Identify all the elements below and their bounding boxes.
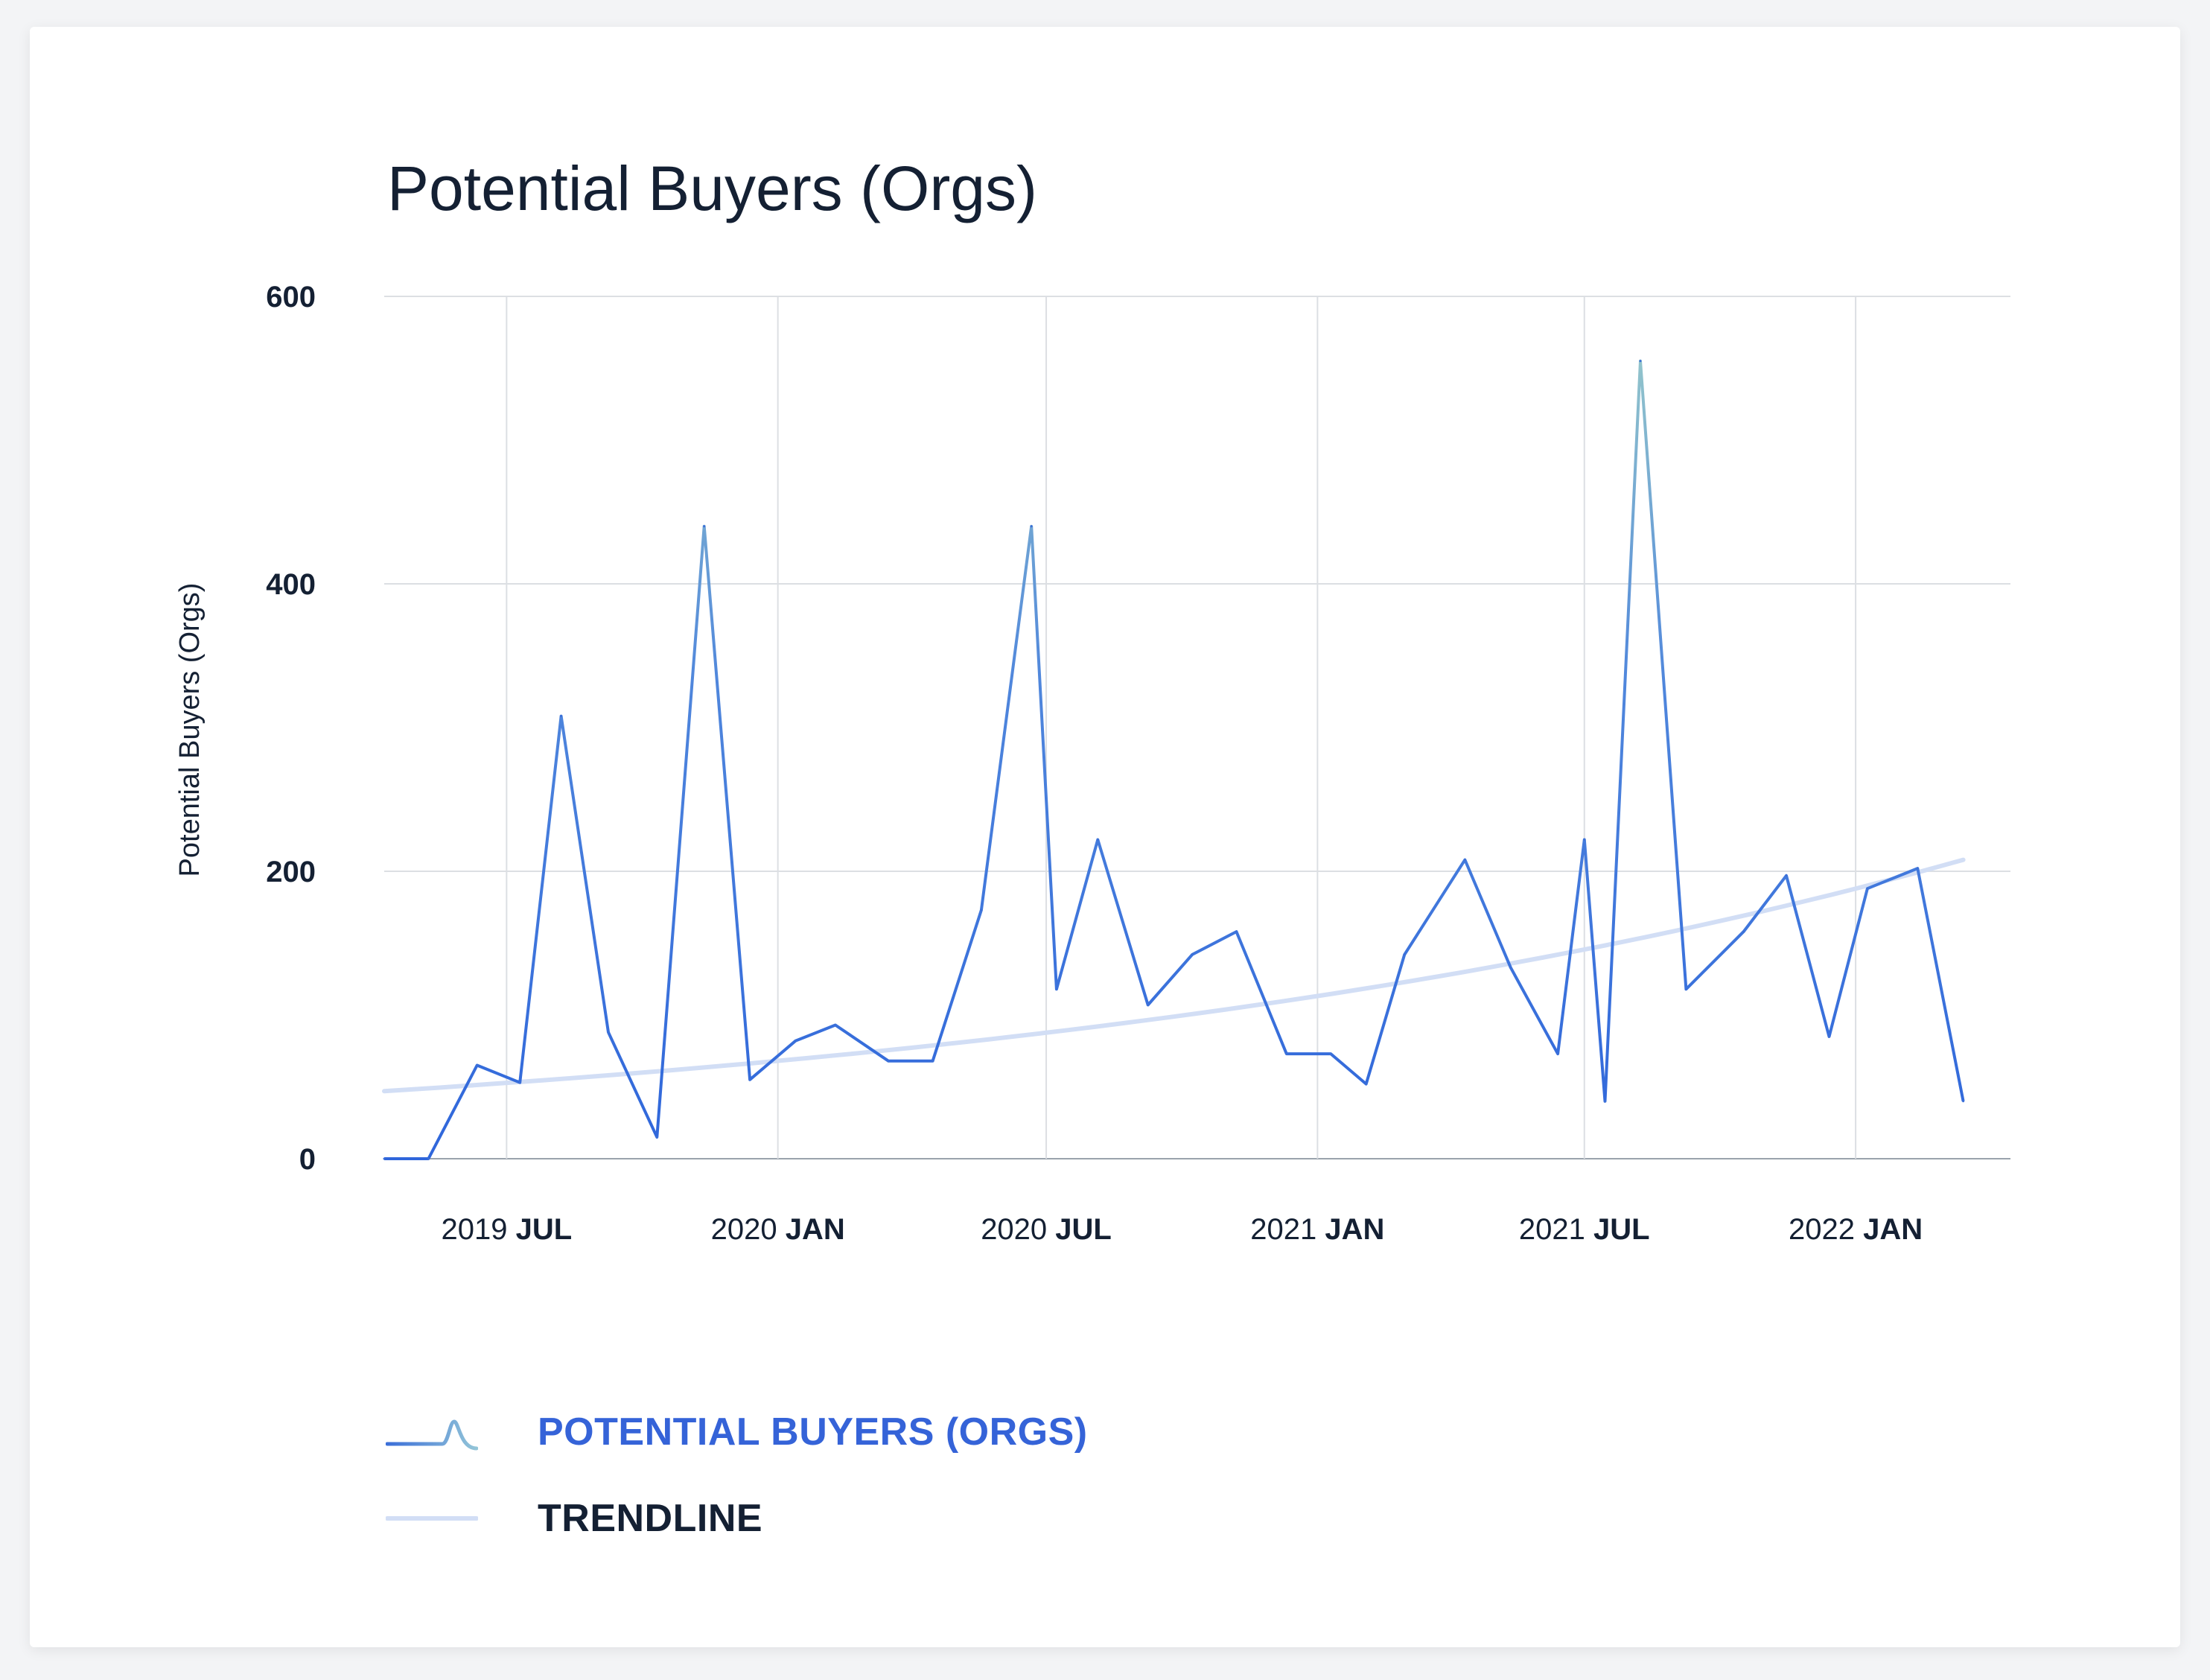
data-point: [748, 1078, 751, 1081]
x-tick-year: 2019: [442, 1213, 516, 1246]
trend-swatch-icon: [386, 1516, 478, 1521]
y-tick-label: 600: [266, 281, 316, 314]
x-tick-label: 2019 JUL: [442, 1213, 573, 1246]
x-tick-month: JUL: [516, 1213, 573, 1246]
x-axis-ticks: 2019 JUL 2020 JAN 2020 JUL 2021 JAN 2021 JUL…: [442, 1213, 1923, 1246]
data-point: [655, 1136, 658, 1139]
data-point: [1962, 1100, 1965, 1103]
data-points: [383, 360, 1965, 1160]
x-tick-label: 2021 JUL: [1519, 1213, 1650, 1246]
x-tick-label: 2020 JAN: [711, 1213, 845, 1246]
data-point: [1785, 874, 1788, 877]
legend-item-potential-buyers[interactable]: POTENTIAL BUYERS (ORGS): [386, 1406, 1088, 1458]
data-point: [476, 1064, 479, 1066]
line-swatch-icon: [386, 1419, 478, 1451]
grid: [384, 296, 2010, 1159]
data-point: [980, 909, 983, 911]
data-point: [932, 1060, 934, 1063]
data-point: [1583, 839, 1586, 841]
series-line-potential-buyers: [384, 359, 1965, 1160]
y-tick-label: 400: [266, 568, 316, 601]
x-tick-label: 2021 JAN: [1250, 1213, 1384, 1246]
data-point: [1463, 859, 1466, 862]
data-point: [1742, 930, 1745, 933]
data-point: [607, 1031, 610, 1034]
data-point: [1235, 930, 1238, 933]
data-point: [1147, 1004, 1150, 1006]
x-tick-month: JAN: [1863, 1213, 1923, 1246]
x-tick-month: JAN: [1325, 1213, 1384, 1246]
data-point: [518, 1081, 521, 1084]
x-tick-year: 2021: [1250, 1213, 1325, 1246]
chart-title: Potential Buyers (Orgs): [387, 153, 1037, 223]
data-point: [1828, 1035, 1830, 1038]
x-tick-year: 2020: [711, 1213, 786, 1246]
data-point: [1365, 1083, 1368, 1086]
data-point: [1030, 525, 1033, 528]
data-point: [794, 1040, 797, 1043]
data-point: [1916, 867, 1919, 870]
y-tick-label: 200: [266, 856, 316, 888]
y-axis-ticks: 0 200 400 600: [266, 281, 316, 1176]
data-point: [383, 1157, 386, 1160]
x-tick-month: JUL: [1055, 1213, 1112, 1246]
y-axis-label: Potential Buyers (Orgs): [174, 583, 206, 877]
data-point: [1055, 987, 1058, 990]
legend-label-potential-buyers: POTENTIAL BUYERS (ORGS): [538, 1410, 1088, 1454]
data-point: [1191, 953, 1194, 956]
data-point: [1329, 1052, 1332, 1055]
data-point: [1866, 887, 1869, 890]
x-tick-month: JUL: [1593, 1213, 1650, 1246]
data-point: [1403, 953, 1406, 956]
x-tick-year: 2021: [1519, 1213, 1593, 1246]
x-tick-label: 2022 JAN: [1789, 1213, 1923, 1246]
data-point: [427, 1157, 430, 1160]
data-point: [560, 715, 563, 718]
data-point: [1285, 1052, 1288, 1055]
trendline: [382, 857, 1966, 1094]
data-point: [887, 1060, 890, 1063]
data-point: [1096, 839, 1099, 841]
data-point: [1639, 360, 1642, 363]
data-point: [834, 1024, 837, 1026]
data-point: [1604, 1100, 1606, 1103]
y-tick-label: 0: [299, 1143, 316, 1176]
data-point: [703, 525, 706, 528]
x-tick-month: JAN: [786, 1213, 845, 1246]
data-point: [1684, 987, 1687, 990]
x-tick-label: 2020 JUL: [981, 1213, 1112, 1246]
x-tick-year: 2022: [1789, 1213, 1863, 1246]
legend-item-trendline[interactable]: TRENDLINE: [386, 1492, 762, 1544]
data-point: [1509, 966, 1512, 969]
x-tick-year: 2020: [981, 1213, 1055, 1246]
legend-label-trendline: TRENDLINE: [538, 1497, 763, 1540]
data-point: [1556, 1052, 1559, 1055]
